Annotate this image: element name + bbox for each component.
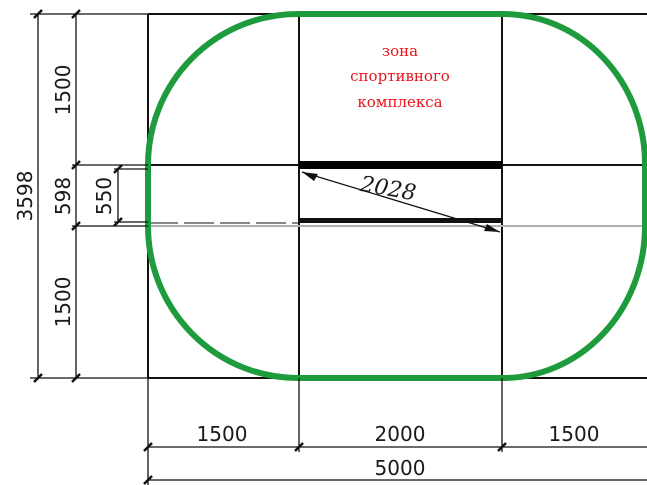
left-bottom-dimension: 1500 <box>51 277 75 328</box>
left-dimension-ticks <box>33 9 123 383</box>
bottom-middle-dimension: 2000 <box>375 422 426 446</box>
left-inner-dimension: 550 <box>92 177 116 215</box>
left-middle-dimension: 598 <box>51 177 75 215</box>
zone-label-line1: зона <box>382 42 418 60</box>
left-top-dimension: 1500 <box>51 65 75 116</box>
bottom-right-dimension: 1500 <box>549 422 600 446</box>
diagonal-label: 2028 <box>357 172 417 207</box>
zone-label: зона спортивного комплекса <box>350 42 450 111</box>
bottom-left-dimension: 1500 <box>197 422 248 446</box>
upper-bar <box>299 161 502 169</box>
bottom-total-dimension: 5000 <box>375 456 426 480</box>
left-dimension-lines <box>30 13 148 379</box>
zone-label-line3: комплекса <box>357 93 442 111</box>
bottom-dimension-lines <box>147 378 647 485</box>
bottom-dimension-ticks <box>143 442 507 485</box>
lower-bar <box>299 218 502 223</box>
left-total-dimension: 3598 <box>13 171 37 222</box>
zone-label-line2: спортивного <box>350 67 450 85</box>
